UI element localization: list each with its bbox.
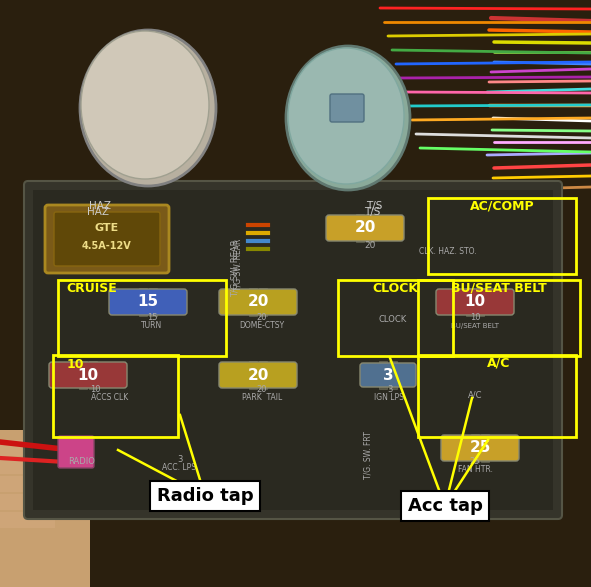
Text: ACC. LPS.: ACC. LPS. [162,464,198,473]
FancyBboxPatch shape [219,362,297,388]
FancyBboxPatch shape [436,289,514,315]
Text: 10: 10 [465,295,486,309]
Text: ACCS CLK: ACCS CLK [92,393,129,403]
Text: A/C: A/C [467,390,482,400]
Text: 10: 10 [77,367,99,383]
Text: 3: 3 [387,386,392,394]
FancyBboxPatch shape [360,363,416,387]
FancyBboxPatch shape [441,435,519,461]
Bar [379,361,387,389]
Text: 3: 3 [383,367,394,383]
Text: 4.5A-12V: 4.5A-12V [82,241,132,251]
Text: Acc tap: Acc tap [408,497,482,515]
Bar [79,361,87,389]
Text: 15: 15 [147,313,157,322]
Ellipse shape [286,46,410,190]
Bar [0,458,70,474]
Bar [389,361,397,389]
Text: T/S: T/S [366,201,382,211]
Text: 20: 20 [247,367,269,383]
Ellipse shape [80,30,216,186]
Bar [476,288,484,316]
Bar [0,476,65,492]
Text: GTE: GTE [95,223,119,233]
Bar [139,288,147,316]
Text: RADIO: RADIO [69,457,95,467]
FancyBboxPatch shape [49,362,127,388]
Text: DOME-CTSY: DOME-CTSY [239,322,284,330]
Ellipse shape [288,48,404,184]
Text: PARK  TAIL: PARK TAIL [242,393,282,403]
Bar [89,361,97,389]
Text: T/S: T/S [364,207,380,217]
Ellipse shape [81,31,209,179]
Text: AC/COMP: AC/COMP [470,200,534,212]
Bar [466,288,474,316]
Text: HAZ: HAZ [87,207,109,217]
Bar [338,280,453,356]
Text: 20: 20 [256,386,267,394]
Bar [249,288,257,316]
Text: 10: 10 [470,313,480,322]
Bar [0,494,60,510]
Bar [0,512,55,528]
Text: CRUISE: CRUISE [67,282,118,295]
Text: 20: 20 [247,295,269,309]
Bar [418,280,580,356]
Text: CLOCK: CLOCK [372,282,418,295]
Text: CLK. HAZ. STO.: CLK. HAZ. STO. [419,248,477,257]
FancyBboxPatch shape [45,205,169,273]
Bar [0,440,75,456]
Text: Radio tap: Radio tap [157,487,254,505]
Bar [58,280,226,356]
Text: IGN LPS.: IGN LPS. [374,393,406,403]
Text: BU/SEAT BELT: BU/SEAT BELT [451,323,499,329]
Text: T/G. SW. FRT: T/G. SW. FRT [363,431,372,479]
Bar [53,355,178,437]
Text: T/G SW. REAR: T/G SW. REAR [233,239,242,291]
Bar [418,355,576,437]
Text: FAN HTR.: FAN HTR. [457,465,492,474]
Text: TURN: TURN [141,322,163,330]
Bar [149,288,157,316]
Text: 15: 15 [138,295,158,309]
Bar [249,361,257,389]
Text: 25: 25 [470,457,480,467]
Bar [259,288,267,316]
Bar [356,214,364,242]
Bar [366,214,374,242]
Bar [259,361,267,389]
Text: 10: 10 [90,386,100,394]
FancyBboxPatch shape [24,181,562,519]
Text: 25: 25 [469,440,491,456]
FancyBboxPatch shape [54,212,160,266]
FancyBboxPatch shape [219,289,297,315]
FancyBboxPatch shape [326,215,404,241]
Text: 10: 10 [66,357,84,370]
Bar [481,434,489,462]
Text: A/C: A/C [488,356,511,369]
Text: BU/SEAT BELT: BU/SEAT BELT [451,282,547,295]
Bar [0,430,90,587]
Bar [33,190,553,510]
Bar [428,198,576,274]
Bar [471,434,479,462]
Text: 3: 3 [177,456,183,464]
FancyBboxPatch shape [330,94,364,122]
Text: CLOCK: CLOCK [379,315,407,325]
Text: HAZ: HAZ [89,201,111,211]
Text: 20: 20 [355,221,376,235]
Text: T/G SW. REAR: T/G SW. REAR [230,239,239,297]
Text: 20: 20 [256,313,267,322]
FancyBboxPatch shape [58,436,94,468]
FancyBboxPatch shape [109,289,187,315]
Text: 20: 20 [364,241,376,249]
